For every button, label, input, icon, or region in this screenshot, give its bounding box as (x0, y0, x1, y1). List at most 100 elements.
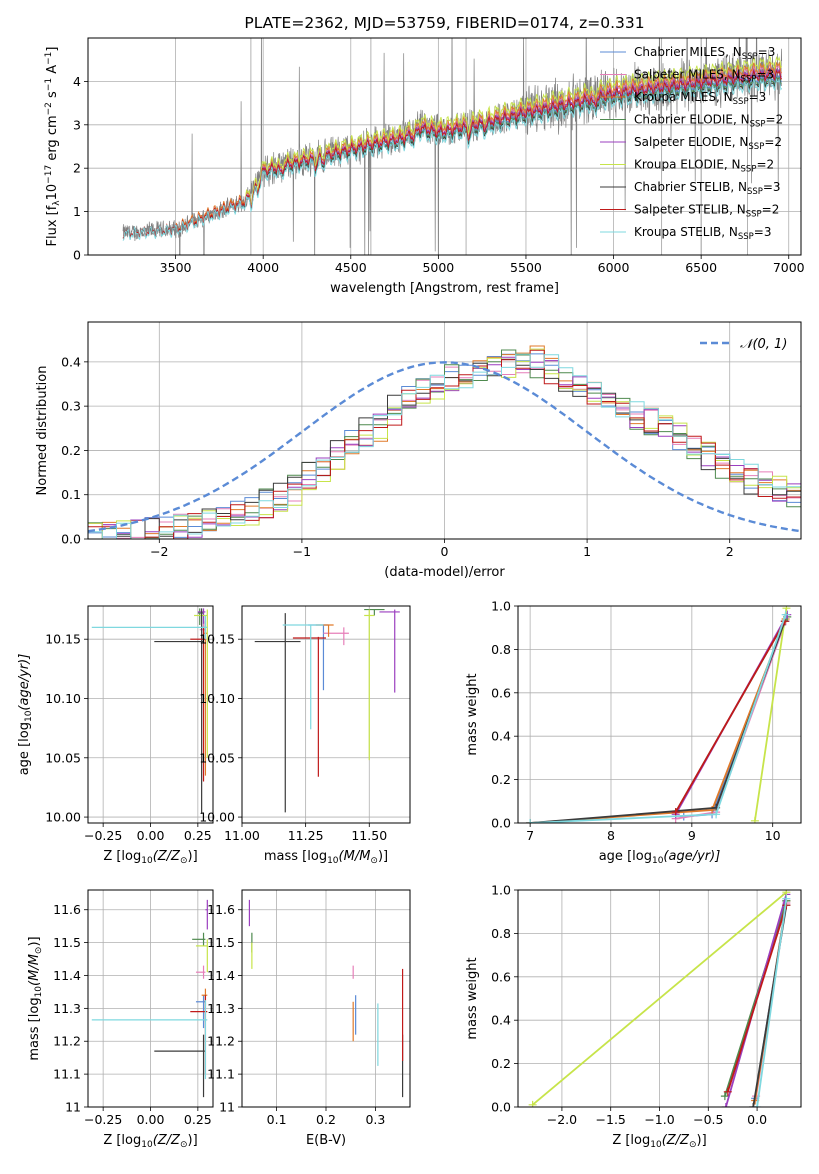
x-tick-label: −2.0 (547, 1112, 577, 1127)
age-weight-plot-area (526, 606, 792, 823)
y-tick-label: 10.05 (45, 750, 81, 765)
model-spectrum-2 (175, 61, 783, 233)
residual-histogram-8 (88, 353, 801, 539)
y-tick-label: 11.4 (207, 968, 235, 983)
y-tick-label: 3 (73, 117, 81, 132)
label-part: Z [log (103, 849, 141, 864)
y-tick-label: 0.2 (491, 772, 511, 787)
residual-histogram-5 (88, 348, 801, 539)
x-tick-label: −0.25 (84, 828, 122, 843)
grid-z-mass (88, 890, 213, 1108)
weight-marker-cyan (782, 894, 791, 903)
label-part: mass [log (264, 849, 327, 864)
label-part: =3 (758, 45, 776, 59)
x-tick-label: 0.25 (184, 1112, 212, 1127)
y-tick-label: 4 (73, 74, 81, 89)
label-part: 10 (650, 1140, 662, 1150)
y-tick-label: 0.6 (491, 685, 511, 700)
weight-marker-lime (750, 816, 759, 823)
spectrum-plot-area (122, 38, 783, 255)
label-part: ⊙ (180, 856, 188, 866)
y-tick-label: 0.4 (491, 1013, 511, 1028)
label-part: 10 (24, 710, 34, 722)
x-tick-label: 4000 (247, 260, 279, 275)
label-part: SSP (741, 165, 757, 175)
legend-label: 𝒩(0, 1) (740, 337, 787, 352)
y-tick-label: 0.4 (491, 729, 511, 744)
label-part: mass [log (27, 997, 42, 1060)
x-tick-label: 10 (765, 828, 781, 843)
y-tick-label: 10.00 (45, 810, 81, 825)
y-tick-label: 0.0 (491, 1100, 511, 1115)
x-tick-label: −1.0 (644, 1112, 674, 1127)
y-tick-label: 11.4 (53, 968, 81, 983)
y-tick-label: 1.0 (491, 883, 511, 898)
label-part: Salpeter MILES, N (634, 68, 741, 82)
gaussian-curve (88, 361, 801, 533)
legend-label: Chabrier STELIB, NSSP=3 (634, 180, 781, 197)
grid-z-age (88, 606, 213, 823)
y-tick-label: 11.6 (53, 902, 81, 917)
axes-frame-z-mass (87, 889, 214, 1108)
axes-frame-ebv-mass (241, 889, 411, 1108)
label-part: s (45, 91, 60, 102)
label-part: Salpeter ELODIE, N (634, 135, 748, 149)
x-tick-label: 0.3 (365, 1112, 385, 1127)
axes-frame-residuals (87, 321, 802, 540)
label-part: E(B-V) (306, 1133, 346, 1148)
y-tick-label: 0 (73, 248, 81, 263)
grid-ebv-mass (242, 890, 410, 1108)
residuals-legend: 𝒩(0, 1) (700, 337, 787, 352)
label-part: −2 (44, 102, 54, 115)
label-part: )] (188, 849, 198, 864)
label-part: 10 (141, 1140, 153, 1150)
y-axis-label: Flux [fλ10−17 erg cm−2 s−1 A−1] (44, 47, 62, 247)
label-part: 10 (34, 986, 44, 998)
x-tick-label: −1 (293, 544, 311, 559)
weight-line-red (674, 620, 786, 813)
axes-z-weight: −2.0 −1.5 −1.0 −0.5 0.0 0.0 0.2 0.4 0.6 0.8 1.0 Z [… (465, 883, 802, 1150)
label-part: ⊙ (689, 1140, 697, 1150)
label-part: =2 (766, 113, 784, 127)
y-tick-label: 11.3 (53, 1001, 81, 1016)
weight-marker-dark (749, 1103, 758, 1107)
y-axis-label: mass weight (465, 673, 480, 755)
label-part: Normed distribution (35, 366, 50, 496)
weight-marker-lime (528, 1100, 537, 1107)
y-tick-label: 11.5 (207, 935, 235, 950)
weight-marker-red (723, 1087, 732, 1096)
y-tick-label: 11.3 (207, 1001, 235, 1016)
weight-marker-red (671, 808, 680, 817)
y-tick-label: 11 (65, 1100, 81, 1115)
label-part: mass weight (465, 673, 480, 755)
x-tick-label: 9 (688, 828, 696, 843)
z-weight-plot-area (528, 890, 791, 1107)
label-part: 10 (45, 184, 60, 201)
y-tick-label: 11.2 (53, 1034, 81, 1049)
spectrum-title: PLATE=2362, MJD=53759, FIBERID=0174, z=0… (244, 14, 644, 32)
legend-label: Kroupa STELIB, NSSP=3 (634, 225, 772, 242)
label-part: (Z/Z (153, 1133, 181, 1148)
label-part: −17 (44, 165, 54, 184)
y-tick-label: 10.00 (199, 810, 235, 825)
axes-frame-age-weight (517, 605, 802, 824)
label-part: Kroupa ELODIE, N (634, 158, 741, 172)
x-tick-label: 11.00 (224, 828, 260, 843)
legend-label: Kroupa ELODIE, NSSP=2 (634, 158, 774, 175)
legend-label: Salpeter MILES, NSSP=3 (634, 68, 774, 85)
legend-label: Salpeter STELIB, NSSP=2 (634, 203, 779, 220)
weight-line-green (724, 900, 788, 1097)
x-tick-label: 2 (726, 544, 734, 559)
y-tick-label: 10.05 (199, 750, 235, 765)
model-spectrum-7 (122, 69, 783, 240)
label-part: Z [log (612, 1133, 650, 1148)
weight-line-red (726, 904, 788, 1093)
weight-marker-cyan (781, 610, 790, 619)
label-part: ⊙ (34, 947, 44, 955)
x-tick-label: −0.25 (84, 1112, 122, 1127)
x-axis-label: (data-model)/error (384, 565, 505, 580)
x-tick-label: 3500 (160, 260, 192, 275)
y-tick-label: 1.0 (491, 599, 511, 614)
